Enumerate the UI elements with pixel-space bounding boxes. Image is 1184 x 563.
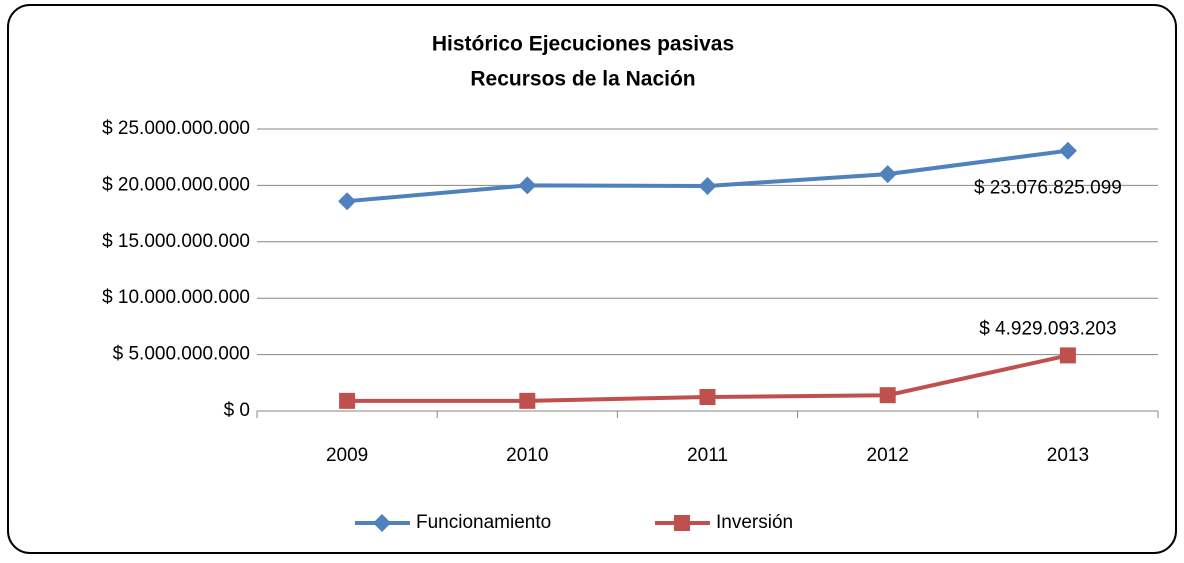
legend-label: Inversión <box>716 512 793 533</box>
chart-title: Histórico Ejecuciones pasivas <box>432 33 734 56</box>
y-tick-label: $ 10.000.000.000 <box>102 287 250 308</box>
data-point <box>698 176 717 195</box>
y-tick-label: $ 15.000.000.000 <box>102 231 250 252</box>
data-point <box>339 392 356 409</box>
data-point <box>879 387 896 404</box>
y-tick-label: $ 25.000.000.000 <box>102 118 250 139</box>
data-point <box>878 165 897 184</box>
y-tick-label: $ 20.000.000.000 <box>102 174 250 195</box>
data-point <box>1058 141 1077 160</box>
x-tick-label: 2012 <box>867 445 909 466</box>
x-tick-label: 2013 <box>1047 445 1089 466</box>
chart-subtitle: Recursos de la Nación <box>470 68 695 91</box>
legend-label: Funcionamiento <box>416 512 551 533</box>
x-tick-label: 2009 <box>326 445 368 466</box>
data-point <box>519 392 536 409</box>
legend-marker <box>373 514 391 532</box>
data-point <box>518 176 537 195</box>
x-tick-label: 2010 <box>506 445 548 466</box>
chart-border <box>7 4 1177 554</box>
data-label: $ 23.076.825.099 <box>974 178 1122 199</box>
data-point <box>1059 347 1076 364</box>
data-label: $ 4.929.093.203 <box>979 318 1116 339</box>
y-tick-label: $ 0 <box>224 400 250 421</box>
y-tick-label: $ 5.000.000.000 <box>113 344 250 365</box>
legend-marker <box>674 515 690 531</box>
data-point <box>699 389 716 406</box>
data-point <box>338 192 357 211</box>
x-tick-label: 2011 <box>687 445 728 466</box>
